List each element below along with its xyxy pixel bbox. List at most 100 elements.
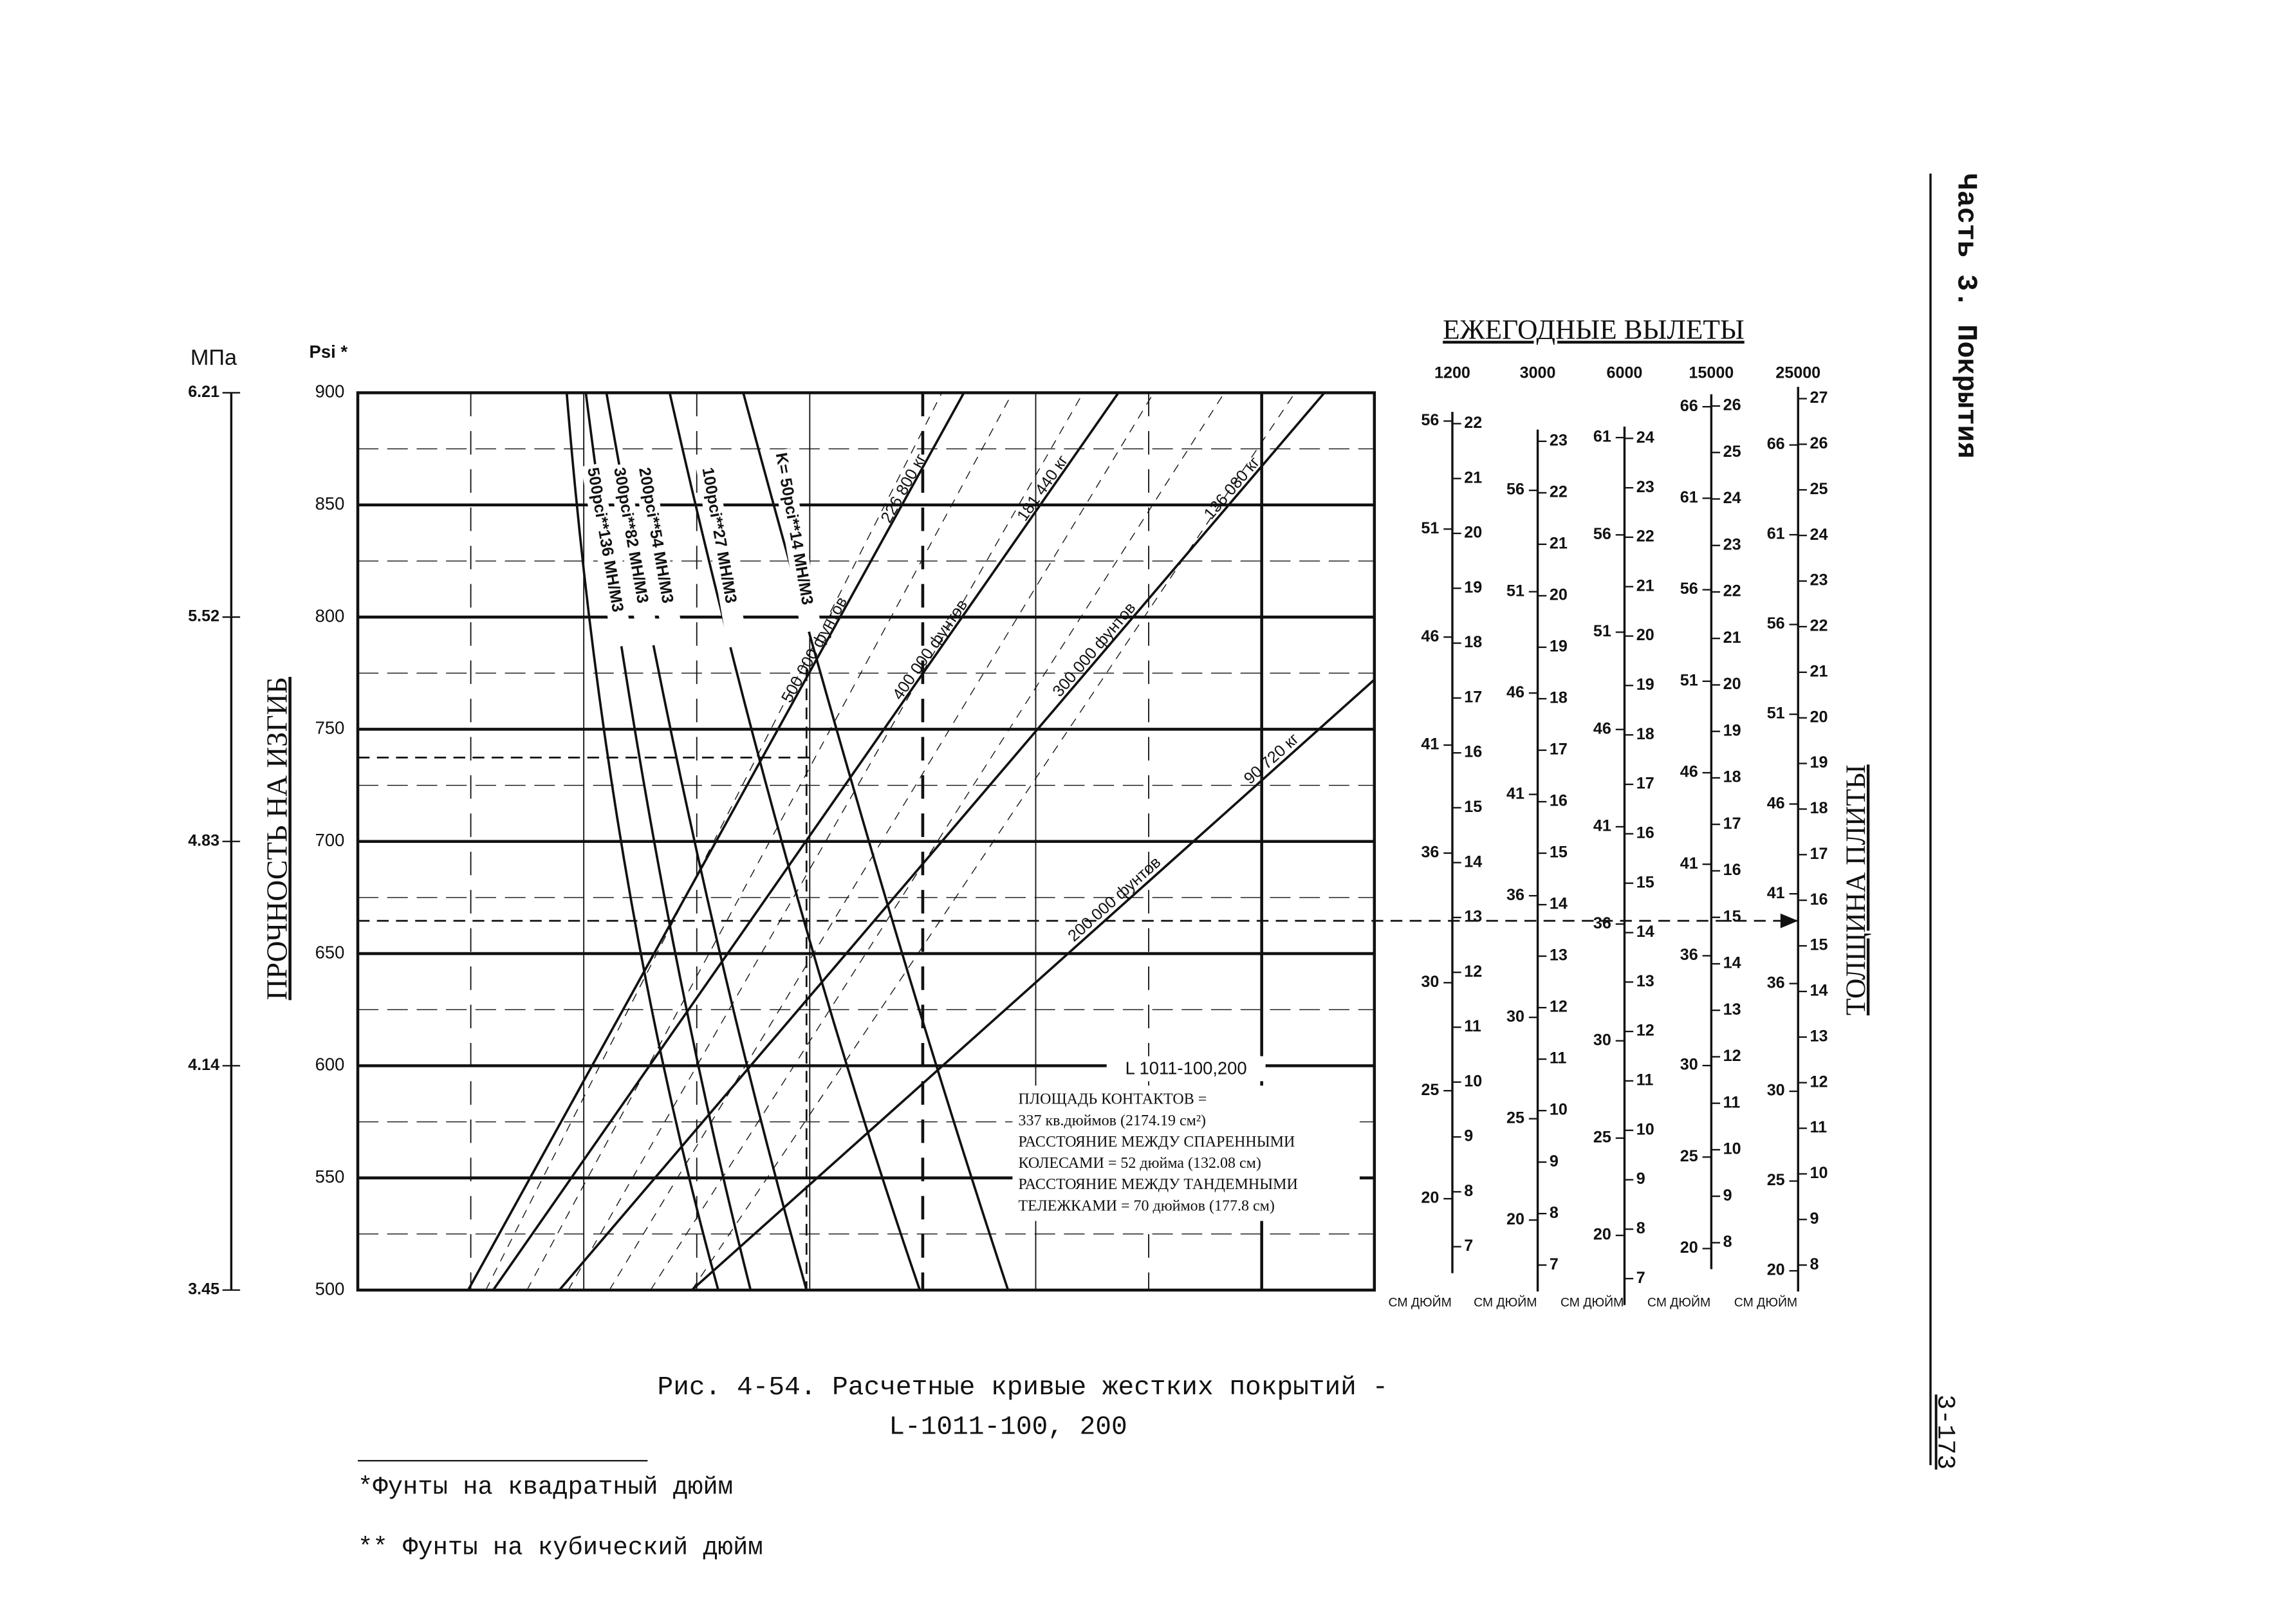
inch-tick-label: 10 — [1810, 1164, 1828, 1182]
scale-unit-label: СМ ДЮЙМ — [1734, 1295, 1797, 1310]
departures-header: 3000 — [1520, 364, 1556, 382]
inch-tick-label: 18 — [1464, 633, 1482, 651]
inch-tick-label: 10 — [1723, 1140, 1741, 1158]
inch-tick-label: 16 — [1636, 824, 1654, 842]
scale-unit-label: СМ ДЮЙМ — [1474, 1295, 1537, 1310]
psi-tick-label: 700 — [315, 830, 345, 850]
cm-tick-label: 20 — [1680, 1239, 1698, 1257]
cm-tick-label: 25 — [1680, 1147, 1698, 1165]
cm-tick-label: 20 — [1421, 1189, 1439, 1207]
cm-tick-label: 36 — [1506, 886, 1524, 904]
inch-tick-label: 9 — [1550, 1152, 1559, 1170]
cm-tick-label: 36 — [1767, 973, 1785, 992]
psi-tick-label: 850 — [315, 494, 345, 513]
inch-tick-label: 23 — [1810, 571, 1828, 589]
inch-tick-label: 15 — [1464, 798, 1482, 816]
psi-tick-label: 550 — [315, 1167, 345, 1186]
cm-tick-label: 46 — [1593, 719, 1611, 737]
inch-tick-label: 11 — [1464, 1017, 1481, 1035]
cm-tick-label: 41 — [1767, 884, 1785, 902]
inch-tick-label: 26 — [1810, 434, 1828, 452]
section-title: Часть 3. Покрытия — [1949, 174, 1981, 459]
inch-tick-label: 10 — [1550, 1101, 1568, 1119]
inch-tick-label: 7 — [1636, 1269, 1645, 1287]
note-line: ПЛОЩАДЬ КОНТАКТОВ = — [1019, 1091, 1207, 1108]
hatch-line — [568, 392, 1084, 1291]
inch-tick-label: 9 — [1810, 1210, 1819, 1228]
inch-tick-label: 15 — [1550, 844, 1568, 862]
aircraft-label: L 1011-100,200 — [1125, 1058, 1247, 1078]
label-bg — [696, 463, 748, 648]
cm-tick-label: 20 — [1506, 1210, 1524, 1228]
label-bg — [607, 463, 660, 648]
inch-tick-label: 26 — [1723, 396, 1741, 414]
inch-tick-label: 12 — [1810, 1073, 1828, 1091]
load-lb-label: 300 000 фунтов — [1049, 599, 1139, 701]
hatch-line — [485, 392, 943, 1291]
cm-tick-label: 36 — [1680, 946, 1698, 964]
inch-tick-label: 9 — [1723, 1186, 1732, 1204]
cm-tick-label: 46 — [1680, 763, 1698, 781]
k-curve — [565, 392, 719, 1291]
cm-tick-label: 30 — [1767, 1082, 1785, 1100]
cm-tick-label: 36 — [1421, 844, 1439, 862]
note-line: КОЛЕСАМИ = 52 дюйма (132.08 см) — [1019, 1155, 1261, 1172]
inch-tick-label: 8 — [1810, 1255, 1819, 1273]
load-kg-label: 136 080 кг — [1200, 454, 1263, 523]
load-line — [558, 392, 1326, 1291]
cm-tick-label: 56 — [1506, 481, 1524, 499]
mpa-tick-label: 4.14 — [188, 1056, 219, 1074]
inch-tick-label: 21 — [1636, 577, 1654, 595]
caption-line: Рис. 4-54. Расчетные кривые жестких покр… — [658, 1373, 1389, 1403]
inch-tick-label: 8 — [1636, 1219, 1645, 1237]
cm-tick-label: 51 — [1680, 671, 1698, 689]
inch-tick-label: 16 — [1810, 890, 1828, 909]
inch-tick-label: 19 — [1550, 638, 1568, 656]
psi-tick-label: 500 — [315, 1278, 345, 1298]
inch-tick-label: 15 — [1636, 873, 1654, 891]
load-kg-label: 90 720 кг — [1241, 730, 1302, 788]
cm-tick-label: 61 — [1767, 525, 1785, 543]
mpa-tick-label: 6.21 — [188, 383, 219, 401]
footnote: ** Фунты на кубический дюйм — [358, 1533, 763, 1562]
inch-tick-label: 15 — [1810, 936, 1828, 954]
caption-line: L-1011-100, 200 — [889, 1413, 1127, 1443]
cm-tick-label: 56 — [1767, 614, 1785, 632]
arrow-head — [1780, 913, 1799, 928]
inch-tick-label: 25 — [1723, 443, 1741, 461]
inch-tick-label: 23 — [1636, 478, 1654, 496]
inch-tick-label: 14 — [1464, 853, 1482, 871]
load-kg-label: 181 440 кг — [1014, 452, 1071, 524]
k-curve — [742, 392, 1010, 1291]
inch-tick-label: 18 — [1723, 768, 1741, 786]
psi-unit: Psi * — [310, 342, 348, 362]
inch-tick-label: 19 — [1810, 753, 1828, 771]
inch-tick-label: 11 — [1810, 1118, 1828, 1136]
cm-tick-label: 66 — [1680, 397, 1698, 415]
cm-tick-label: 30 — [1506, 1008, 1524, 1026]
cm-tick-label: 30 — [1421, 973, 1439, 991]
cm-tick-label: 30 — [1680, 1056, 1698, 1074]
k-curve — [668, 392, 921, 1291]
psi-tick-label: 600 — [315, 1055, 345, 1075]
footnote: *Фунты на квадратный дюйм — [358, 1473, 733, 1502]
cm-tick-label: 25 — [1506, 1109, 1524, 1127]
inch-tick-label: 20 — [1464, 524, 1482, 542]
label-bg — [1106, 1056, 1266, 1082]
inch-tick-label: 20 — [1723, 675, 1741, 693]
inch-tick-label: 8 — [1723, 1233, 1732, 1251]
inch-tick-label: 10 — [1464, 1072, 1482, 1090]
inch-tick-label: 17 — [1723, 815, 1741, 833]
inch-tick-label: 12 — [1464, 963, 1482, 981]
cm-tick-label: 51 — [1593, 622, 1611, 640]
inch-tick-label: 12 — [1636, 1022, 1654, 1040]
inch-tick-label: 22 — [1723, 582, 1741, 600]
stress-axis-title: ПРОЧНОСТЬ НА ИЗГИБ — [260, 677, 293, 1000]
inch-tick-label: 21 — [1464, 468, 1482, 486]
k-curve-label: 100pci**27 МН/М3 — [698, 466, 740, 604]
note-line: РАССТОЯНИЕ МЕЖДУ ТАНДЕМНЫМИ — [1019, 1176, 1298, 1193]
note-line: 337 кв.дюймов (2174.19 см²) — [1019, 1112, 1207, 1129]
load-line — [690, 678, 1376, 1291]
psi-tick-label: 800 — [315, 605, 345, 625]
